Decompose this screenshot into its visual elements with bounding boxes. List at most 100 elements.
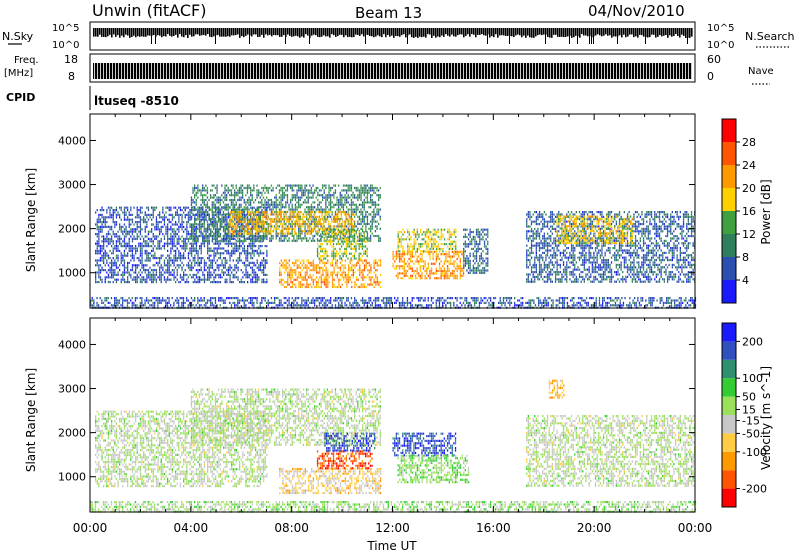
heatmap-cell [112, 211, 114, 214]
heatmap-cell [275, 220, 277, 223]
heatmap-cell [296, 234, 298, 238]
heatmap-cell [219, 201, 221, 204]
heatmap-cell [98, 221, 100, 224]
freq-gap [442, 63, 443, 79]
noise-bar [235, 28, 237, 35]
heatmap-cell [362, 203, 364, 206]
heatmap-cell [247, 247, 249, 250]
heatmap-cell [258, 225, 260, 228]
heatmap-cell [213, 247, 215, 250]
heatmap-cell [379, 239, 381, 242]
heatmap-cell [314, 206, 316, 209]
heatmap-cell [301, 259, 303, 262]
heatmap-cell [240, 278, 242, 281]
heatmap-cell [224, 208, 226, 211]
heatmap-cell [278, 201, 281, 204]
heatmap-cell [171, 240, 174, 243]
heatmap-cell [255, 211, 258, 214]
heatmap-cell [114, 259, 116, 262]
heatmap-cell [230, 191, 233, 194]
freq-gap [562, 63, 563, 79]
heatmap-cell [304, 271, 306, 274]
heatmap-cell [334, 215, 336, 218]
heatmap-cell [175, 211, 177, 214]
heatmap-cell [125, 245, 127, 248]
heatmap-cell [218, 281, 220, 284]
noise-bar [309, 28, 311, 38]
heatmap-cell [130, 223, 132, 226]
heatmap-cell [243, 261, 246, 264]
heatmap-cell [189, 233, 191, 236]
heatmap-cell [231, 232, 234, 235]
noise-bar [657, 28, 659, 37]
heatmap-cell [347, 196, 349, 199]
heatmap-cell [262, 211, 264, 214]
freq-gap [385, 63, 386, 79]
heatmap-cell [259, 191, 261, 194]
heatmap-cell [234, 273, 236, 276]
noise-bar [533, 28, 535, 38]
noise-bar [171, 28, 173, 37]
heatmap-cell [198, 208, 201, 211]
heatmap-cell [219, 276, 222, 279]
freq-gap [304, 63, 305, 79]
freq-gap [358, 63, 359, 79]
heatmap-cell [229, 273, 231, 276]
heatmap-cell [280, 273, 282, 277]
heatmap-cell [189, 269, 191, 272]
heatmap-cell [167, 254, 169, 257]
heatmap-cell [224, 184, 226, 187]
heatmap-cell [323, 220, 325, 223]
heatmap-cell [133, 254, 135, 257]
heatmap-cell [317, 283, 319, 286]
heatmap-cell [128, 237, 130, 240]
heatmap-cell [192, 227, 194, 230]
heatmap-cell [307, 211, 309, 214]
heatmap-cell [205, 210, 207, 214]
heatmap-cell [298, 259, 300, 262]
heatmap-cell [224, 264, 226, 267]
heatmap-cell [312, 239, 314, 242]
heatmap-cell [189, 264, 191, 267]
heatmap-cell [271, 211, 274, 214]
heatmap-cell [229, 198, 231, 202]
heatmap-cell [251, 218, 254, 221]
heatmap-cell [350, 210, 353, 214]
heatmap-cell [249, 211, 251, 214]
heatmap-cell [195, 276, 198, 279]
heatmap-cell [322, 208, 324, 211]
noise-bar [483, 28, 485, 36]
heatmap-cell [307, 225, 309, 228]
heatmap-cell [278, 225, 281, 228]
heatmap-cell [114, 245, 116, 248]
heatmap-cell [117, 266, 119, 269]
heatmap-cell [282, 206, 284, 209]
heatmap-cell [213, 194, 215, 197]
heatmap-cell [329, 243, 331, 246]
heatmap-cell [162, 225, 164, 228]
heatmap-cell [147, 206, 150, 209]
heatmap-cell [190, 225, 193, 228]
heatmap-cell [339, 203, 341, 206]
noise-bar [587, 28, 589, 37]
heatmap-cell [120, 254, 122, 257]
heatmap-cell [112, 261, 114, 264]
freq-nave-bars [93, 63, 692, 79]
heatmap-cell [296, 237, 298, 240]
heatmap-cell [322, 184, 324, 187]
heatmap-cell [347, 273, 350, 277]
heatmap-cell [192, 259, 194, 262]
freq-gap [226, 63, 227, 79]
heatmap-cell [304, 266, 306, 269]
heatmap-cell [270, 227, 272, 230]
heatmap-cell [318, 239, 321, 242]
heatmap-cell [368, 201, 370, 204]
noise-bar [295, 28, 297, 36]
heatmap-cell [213, 184, 215, 187]
heatmap-cell [175, 266, 177, 269]
heatmap-cell [263, 278, 265, 281]
heatmap-cell [373, 201, 375, 204]
heatmap-cell [208, 257, 210, 260]
heatmap-cell [373, 220, 375, 223]
heatmap-cell [301, 269, 303, 272]
